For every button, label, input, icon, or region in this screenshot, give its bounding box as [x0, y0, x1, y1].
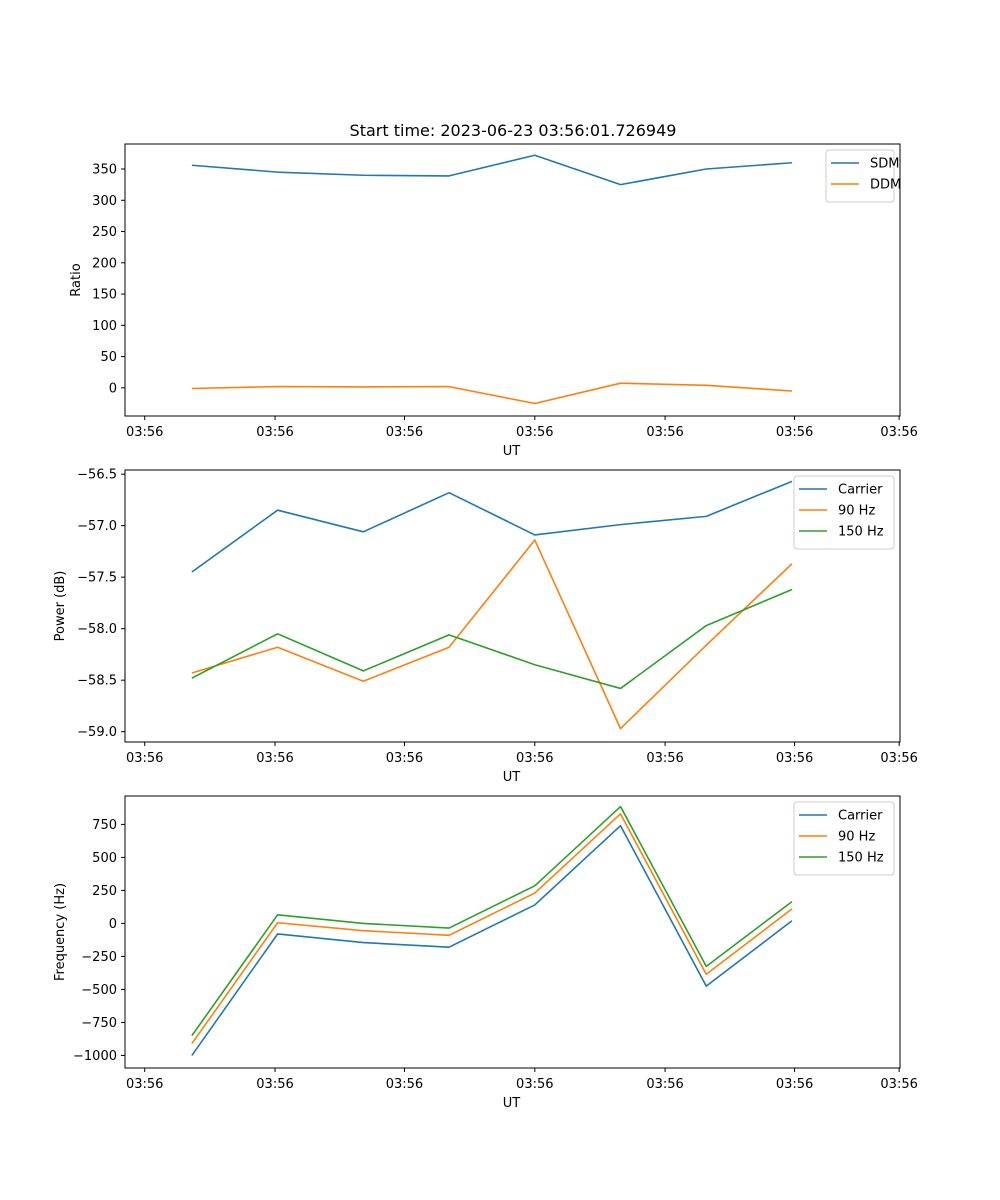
x-tick-label: 03:56 [776, 1077, 813, 1092]
x-tick-label: 03:56 [880, 751, 917, 766]
axes-frame [124, 469, 901, 743]
x-tick-label: 03:56 [126, 751, 163, 766]
x-tick-label: 03:56 [126, 425, 163, 440]
y-tick-label: 250 [92, 225, 117, 240]
y-tick-label: 0 [109, 917, 117, 932]
x-tick-label: 03:56 [386, 425, 423, 440]
x-axis-label: UT [503, 444, 521, 459]
x-tick-label: 03:56 [256, 751, 293, 766]
series-line-sdm [191, 154, 793, 186]
x-tick-label: 03:56 [776, 751, 813, 766]
y-tick-label: −57.0 [77, 519, 117, 534]
y-tick-label: −500 [81, 983, 117, 998]
subplot-3: 03:56 03:56 03:56 03:56 03:56 03:56 03:56 −1000… [53, 795, 918, 1111]
y-tick-label: 300 [92, 194, 117, 209]
subplot-2: 03:56 03:56 03:56 03:56 03:56 03:56 03:56 −59.0… [53, 468, 918, 785]
y-tick-label: 250 [92, 884, 117, 899]
x-axis-label: UT [503, 1096, 521, 1111]
y-tick-label: −1000 [73, 1049, 117, 1064]
x-tick-label: 03:56 [880, 425, 917, 440]
series-line-150-hz [191, 588, 793, 690]
x-tick-label: 03:56 [516, 425, 553, 440]
x-tick-label: 03:56 [386, 751, 423, 766]
y-tick-label: −250 [81, 950, 117, 965]
x-tick-label: 03:56 [646, 751, 683, 766]
series-line-150-hz [191, 805, 793, 1037]
y-tick-label: −59.0 [77, 725, 117, 740]
legend-entry: 90 Hz [838, 830, 875, 845]
legend-entry: SDM [870, 157, 899, 172]
x-axis-label: UT [503, 770, 521, 785]
series-line-ddm [191, 382, 793, 405]
figure-title: Start time: 2023-06-23 03:56:01.726949 [350, 121, 677, 140]
subplot-1: 03:56 03:56 03:56 03:56 03:56 03:56 03:56 0 50 10… [69, 143, 918, 459]
series-line-90-hz [191, 813, 793, 1045]
y-tick-label: 750 [92, 818, 117, 833]
y-axis-label: Power (dB) [53, 571, 68, 642]
y-tick-label: −58.5 [77, 674, 117, 689]
x-tick-label: 03:56 [256, 425, 293, 440]
y-tick-label: −56.5 [77, 468, 117, 483]
x-tick-label: 03:56 [880, 1077, 917, 1092]
y-tick-label: 500 [92, 851, 117, 866]
x-tick-label: 03:56 [646, 425, 683, 440]
x-tick-label: 03:56 [126, 1077, 163, 1092]
y-tick-label: 150 [92, 288, 117, 303]
x-tick-label: 03:56 [516, 1077, 553, 1092]
legend-entry: DDM [870, 178, 901, 193]
x-tick-label: 03:56 [776, 425, 813, 440]
y-tick-label: 100 [92, 319, 117, 334]
axes-frame [124, 143, 901, 417]
y-tick-label: −750 [81, 1016, 117, 1031]
x-tick-label: 03:56 [256, 1077, 293, 1092]
x-tick-label: 03:56 [386, 1077, 423, 1092]
series-line-carrier [191, 480, 793, 573]
y-tick-label: −58.0 [77, 622, 117, 637]
legend-entry: 90 Hz [838, 504, 875, 519]
legend-entry: 150 Hz [838, 851, 884, 866]
legend-entry: 150 Hz [838, 525, 884, 540]
x-tick-label: 03:56 [646, 1077, 683, 1092]
y-tick-label: −57.5 [77, 571, 117, 586]
y-tick-label: 0 [109, 381, 117, 396]
series-line-carrier [191, 824, 793, 1056]
y-axis-label: Ratio [69, 263, 84, 296]
y-tick-label: 350 [92, 163, 117, 178]
y-tick-label: 50 [100, 350, 117, 365]
series-line-90-hz [191, 539, 793, 730]
legend-entry: Carrier [838, 483, 883, 498]
legend-entry: Carrier [838, 809, 883, 824]
y-axis-label: Frequency (Hz) [53, 883, 68, 981]
x-tick-label: 03:56 [516, 751, 553, 766]
y-tick-label: 200 [92, 256, 117, 271]
axes-frame [124, 795, 901, 1069]
